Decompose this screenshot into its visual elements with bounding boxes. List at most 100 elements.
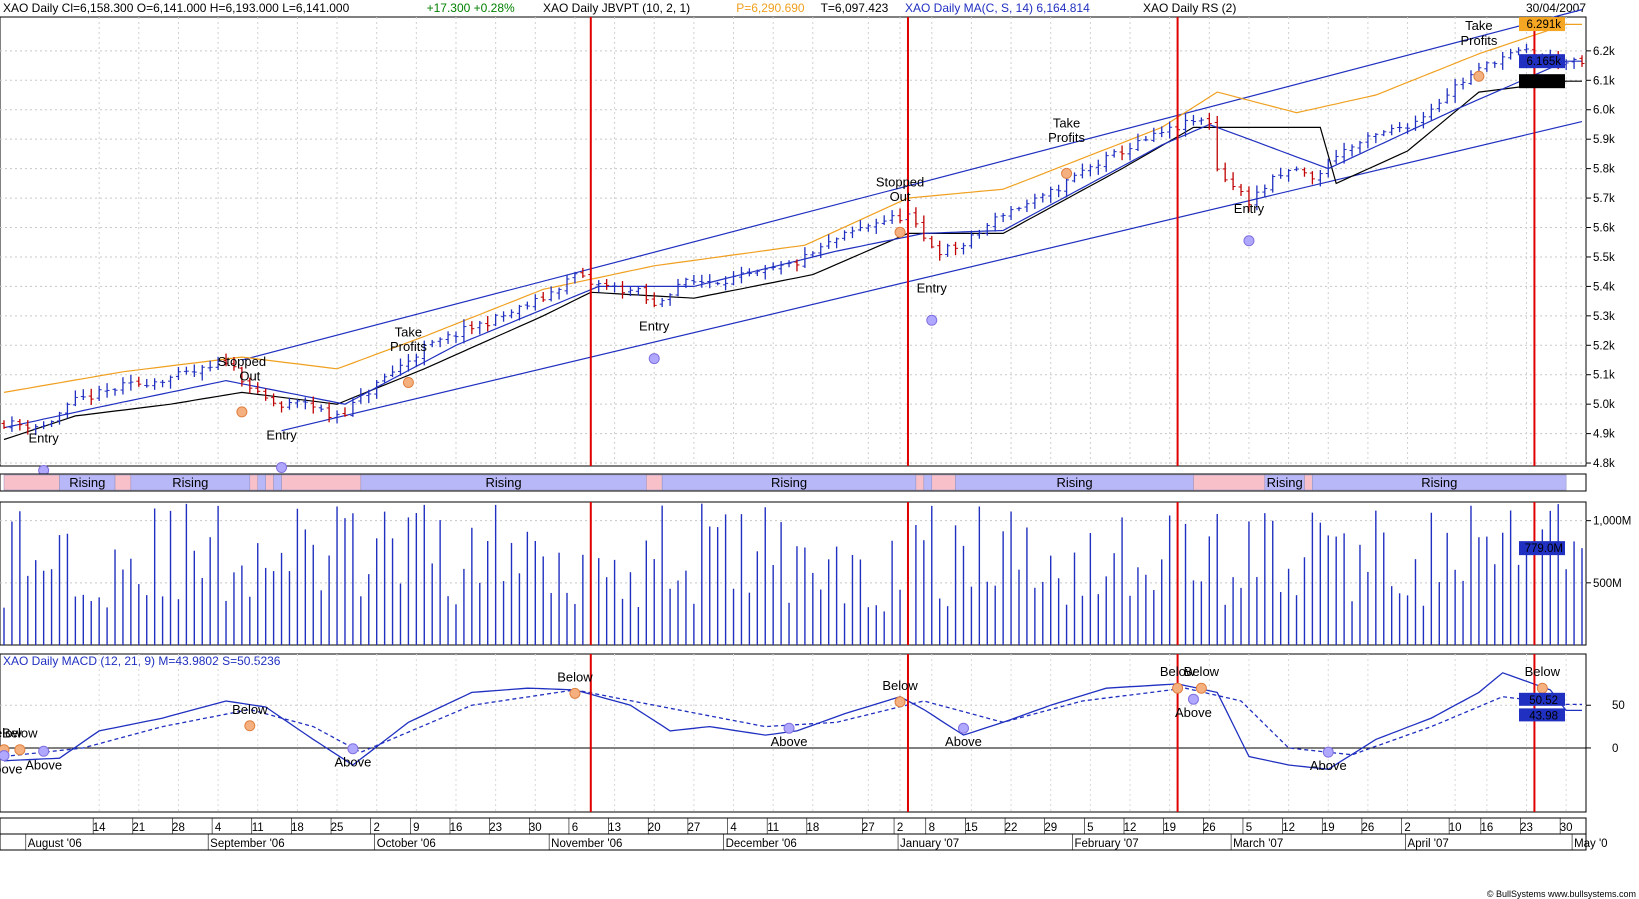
- price-axis-label: 5.9k: [1593, 134, 1615, 146]
- price-value-badge-label: 6.291k: [1526, 19, 1561, 31]
- ohlc-bar: [1444, 88, 1450, 104]
- entry-signal-dot: [648, 353, 660, 365]
- macd-annotation: Above: [25, 757, 62, 772]
- ohlc-bar: [667, 293, 673, 306]
- price-axis-label: 5.6k: [1593, 223, 1615, 235]
- header-background: [0, 0, 1639, 16]
- ohlc-bar: [255, 382, 261, 394]
- ohlc-bar: [175, 366, 181, 381]
- ohlc-bar: [683, 277, 689, 289]
- x-axis-month-label: February '07: [1075, 838, 1139, 850]
- ohlc-bar: [429, 339, 435, 348]
- ohlc-bar: [1460, 77, 1466, 90]
- x-axis-month-label: January '07: [900, 838, 959, 850]
- ohlc-bar: [1397, 122, 1403, 133]
- x-axis-day-label: 9: [413, 822, 419, 834]
- x-axis-month-label: December '06: [726, 838, 797, 850]
- ohlc-bar: [1151, 127, 1157, 142]
- macd-annotation: Below: [1184, 664, 1220, 679]
- ohlc-bar: [231, 357, 237, 371]
- ohlc-bar: [33, 424, 39, 436]
- ribbon-label: Rising: [172, 475, 208, 490]
- header-item: +17.300 +0.28%: [427, 1, 515, 15]
- volume-axis-label: 1,000M: [1593, 516, 1631, 528]
- ohlc-bar: [279, 401, 285, 413]
- x-axis-day-label: 29: [1044, 822, 1057, 834]
- ohlc-bar: [596, 280, 602, 293]
- ohlc-bar: [897, 208, 903, 224]
- x-axis-month-label: March '07: [1233, 838, 1283, 850]
- ohlc-bar: [849, 226, 855, 239]
- price-axis-label: 4.9k: [1593, 429, 1615, 441]
- ohlc-bar: [794, 259, 800, 272]
- macd-above-dot: [957, 722, 969, 734]
- ohlc-bar: [715, 281, 721, 286]
- ohlc-bar: [223, 353, 229, 367]
- macd-plot-area: [0, 653, 1587, 813]
- ohlc-bar: [1381, 130, 1387, 137]
- ohlc-bar: [112, 388, 118, 396]
- ohlc-bar: [945, 243, 951, 257]
- header-item: XAO Daily JBVPT (10, 2, 1): [543, 1, 690, 15]
- ohlc-bar: [1119, 145, 1125, 161]
- ribbon-segment-falling: [931, 474, 956, 491]
- x-axis-day-label: 16: [450, 822, 463, 834]
- ohlc-bar: [183, 366, 189, 375]
- header-item: XAO Daily MA(C, S, 14) 6,164.814: [905, 1, 1090, 15]
- ohlc-bar: [1183, 113, 1189, 137]
- macd-panel[interactable]: XAO Daily MACD (12, 21, 9) M=43.9802 S=5…: [0, 653, 1625, 813]
- ribbon-segment-rising: [923, 474, 933, 491]
- price-annotation: Profits: [390, 339, 427, 354]
- macd-below-dot: [894, 696, 906, 708]
- ribbon-segment-falling: [265, 474, 274, 491]
- volume-panel[interactable]: 1,000M 500M 779.0M: [0, 501, 1631, 646]
- x-axis-month-label: October '06: [377, 838, 436, 850]
- ohlc-bar: [754, 269, 760, 277]
- ohlc-bar: [1103, 151, 1109, 172]
- ribbon-segment-falling: [3, 474, 60, 491]
- macd-annotation: Below: [882, 678, 918, 693]
- ohlc-bar: [1373, 133, 1379, 144]
- ohlc-bar: [1246, 186, 1252, 212]
- ohlc-bar: [778, 261, 784, 275]
- ohlc-bar: [1159, 126, 1165, 138]
- x-axis-day-label: 11: [767, 822, 779, 834]
- ribbon-segment-falling: [646, 474, 663, 491]
- ribbon-segment-falling: [114, 474, 132, 491]
- ohlc-bar: [984, 223, 990, 236]
- macd-annotation: Below: [232, 702, 268, 717]
- macd-value-badge-label: 50.52: [1529, 695, 1558, 707]
- ohlc-bar: [445, 331, 451, 344]
- ohlc-bar: [1222, 162, 1228, 183]
- ohlc-bar: [516, 304, 522, 321]
- ohlc-bar: [326, 402, 332, 423]
- macd-axis-label: 0: [1612, 743, 1618, 755]
- price-annotation: Take: [1465, 18, 1492, 33]
- ribbon-segment-rising: [273, 474, 282, 491]
- x-axis-day-label: 13: [608, 822, 621, 834]
- x-axis-day-label: 26: [1203, 822, 1216, 834]
- price-value-badge: [1519, 74, 1565, 89]
- macd-value-badge-label: 43.98: [1529, 710, 1558, 722]
- ohlc-bar: [199, 365, 205, 381]
- ohlc-bar: [643, 283, 649, 304]
- ohlc-bar: [976, 229, 982, 239]
- ohlc-bar: [1190, 114, 1196, 126]
- x-axis-day-label: 2: [373, 822, 379, 834]
- ohlc-bar: [1000, 213, 1006, 223]
- ohlc-bar: [168, 375, 174, 389]
- ohlc-bar: [1238, 183, 1244, 196]
- price-axis-label: 5.5k: [1593, 252, 1615, 264]
- macd-annotation: Above: [1175, 705, 1212, 720]
- macd-annotation: Above: [334, 755, 371, 770]
- price-annotation: Entry: [917, 280, 948, 295]
- ohlc-bar: [120, 377, 126, 395]
- ribbon-label: Rising: [771, 475, 807, 490]
- x-axis-day-label: 30: [1560, 822, 1573, 834]
- macd-annotation: Below: [557, 669, 593, 684]
- ohlc-bar: [1436, 98, 1442, 113]
- macd-annotation: Above: [945, 734, 982, 749]
- ohlc-bar: [1365, 132, 1371, 149]
- price-panel[interactable]: 6.2k 6.1k 6.0k 5.9k 5.8k 5.7k 5.6k 5.5k 5.4k 5.3k…: [0, 9, 1615, 476]
- ohlc-bar: [612, 282, 618, 293]
